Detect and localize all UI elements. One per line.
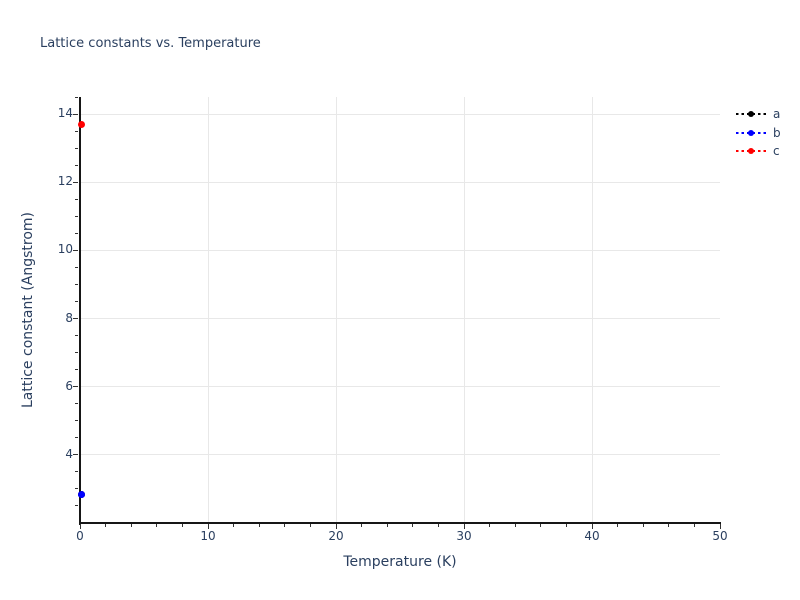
y-minor-tick: [75, 266, 78, 268]
x-minor-tick: [642, 524, 644, 527]
x-axis-title: Temperature (K): [343, 554, 457, 570]
y-minor-tick: [75, 505, 78, 507]
legend-item-b[interactable]: b: [736, 124, 781, 143]
legend-item-c[interactable]: c: [736, 142, 781, 161]
y-minor-tick: [75, 420, 78, 422]
y-major-tick: [73, 318, 78, 320]
x-minor-tick: [514, 524, 516, 527]
x-minor-tick: [565, 524, 567, 527]
y-minor-tick: [75, 471, 78, 473]
y-minor-tick: [75, 488, 78, 490]
legend-marker-dot: [748, 148, 754, 155]
legend-label: a: [773, 107, 781, 122]
gridline-vertical: [463, 97, 465, 523]
x-minor-tick: [668, 524, 670, 527]
y-tick-label: 10: [57, 242, 73, 257]
data-point-c: [77, 120, 85, 128]
gridline-horizontal: [80, 249, 720, 251]
gridline-horizontal: [80, 181, 720, 183]
y-minor-tick: [75, 198, 78, 200]
y-minor-tick: [75, 437, 78, 439]
x-minor-tick: [437, 524, 439, 527]
y-tick-label: 4: [65, 446, 73, 461]
legend-sample-a: [736, 110, 766, 118]
x-major-tick: [207, 524, 209, 529]
y-minor-tick: [75, 96, 78, 98]
y-tick-label: 12: [57, 174, 73, 189]
y-minor-tick: [75, 403, 78, 405]
x-minor-tick: [361, 524, 363, 527]
y-major-tick: [73, 113, 78, 115]
x-major-tick: [335, 524, 337, 529]
y-minor-tick: [75, 130, 78, 132]
y-minor-tick: [75, 369, 78, 371]
y-tick-label: 8: [65, 310, 73, 325]
y-minor-tick: [75, 352, 78, 354]
y-tick-label: 6: [65, 378, 73, 393]
gridline-horizontal: [80, 454, 720, 456]
y-minor-tick: [75, 335, 78, 337]
legend-marker-dot: [748, 129, 754, 136]
data-point-b: [77, 490, 85, 498]
x-minor-tick: [130, 524, 132, 527]
legend-marker-dot: [748, 111, 754, 118]
x-minor-tick: [156, 524, 158, 527]
y-minor-tick: [75, 215, 78, 217]
gridline-vertical: [207, 97, 209, 523]
x-tick-label: 0: [76, 529, 84, 543]
y-major-tick: [73, 181, 78, 183]
x-minor-tick: [386, 524, 388, 527]
x-major-tick: [719, 524, 721, 529]
y-major-tick: [73, 386, 78, 388]
x-tick-label: 30: [456, 529, 472, 543]
gridline-horizontal: [80, 318, 720, 320]
y-major-tick: [73, 454, 78, 456]
x-major-tick: [591, 524, 593, 529]
gridline-vertical: [335, 97, 337, 523]
x-minor-tick: [258, 524, 260, 527]
x-tick-label: 20: [328, 529, 344, 543]
y-major-tick: [73, 249, 78, 251]
x-minor-tick: [284, 524, 286, 527]
gridline-vertical: [591, 97, 593, 523]
gridline-horizontal: [80, 386, 720, 388]
legend-sample-c: [736, 147, 766, 155]
x-minor-tick: [181, 524, 183, 527]
x-minor-tick: [412, 524, 414, 527]
y-axis-line: [78, 97, 81, 525]
y-minor-tick: [75, 164, 78, 166]
x-tick-label: 40: [584, 529, 600, 543]
x-tick-label: 50: [712, 529, 728, 543]
x-minor-tick: [693, 524, 695, 527]
x-minor-tick: [233, 524, 235, 527]
y-minor-tick: [75, 283, 78, 285]
x-minor-tick: [489, 524, 491, 527]
y-minor-tick: [75, 300, 78, 302]
x-axis-line: [78, 522, 721, 524]
y-tick-label: 14: [57, 106, 73, 121]
y-minor-tick: [75, 232, 78, 234]
x-minor-tick: [617, 524, 619, 527]
x-minor-tick: [105, 524, 107, 527]
x-major-tick: [463, 524, 465, 529]
gridline-horizontal: [80, 113, 720, 115]
y-minor-tick: [75, 147, 78, 149]
chart-title: Lattice constants vs. Temperature: [40, 36, 261, 51]
legend-label: b: [773, 125, 781, 140]
legend-label: c: [773, 144, 780, 159]
legend-sample-b: [736, 129, 766, 137]
x-major-tick: [79, 524, 81, 529]
x-minor-tick: [309, 524, 311, 527]
legend-item-a[interactable]: a: [736, 105, 781, 124]
x-minor-tick: [540, 524, 542, 527]
x-tick-label: 10: [200, 529, 216, 543]
